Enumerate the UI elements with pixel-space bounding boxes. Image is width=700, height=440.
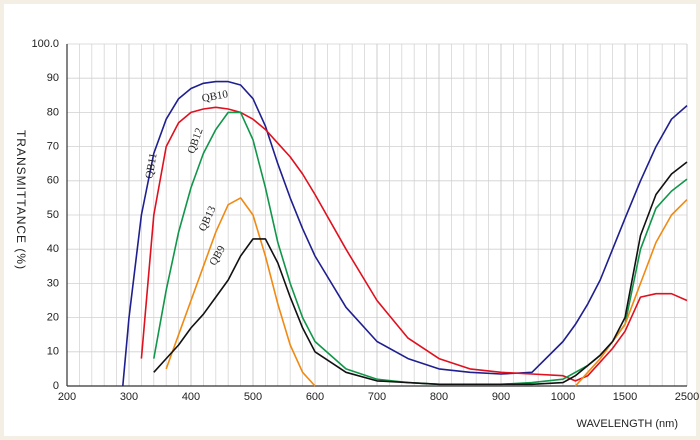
y-tick-label: 50 xyxy=(47,209,59,221)
y-tick-label: 20 xyxy=(47,312,59,324)
x-tick-label: 500 xyxy=(244,391,262,403)
y-tick-label: 30 xyxy=(47,277,59,289)
series-label: QB11 xyxy=(143,152,159,180)
x-tick-label: 200 xyxy=(58,391,76,403)
x-tick-label: 700 xyxy=(368,391,386,403)
series-line xyxy=(122,80,688,387)
series-label: QB10 xyxy=(201,88,229,104)
series-line xyxy=(165,197,688,387)
series-line xyxy=(140,106,688,382)
y-tick-label: 100.0 xyxy=(31,38,59,50)
y-tick-label: 40 xyxy=(47,243,59,255)
x-tick-label: 400 xyxy=(182,391,200,403)
x-tick-label: 1000 xyxy=(551,391,575,403)
y-tick-label: 70 xyxy=(47,141,59,153)
x-tick-label: 900 xyxy=(492,391,510,403)
y-tick-label: 60 xyxy=(47,175,59,187)
y-tick-label: 10 xyxy=(47,346,59,358)
x-tick-label: 2500 xyxy=(675,391,699,403)
y-tick-label: 0 xyxy=(53,380,59,392)
x-tick-label: 600 xyxy=(306,391,324,403)
x-tick-label: 800 xyxy=(430,391,448,403)
x-tick-label: 1500 xyxy=(613,391,637,403)
x-tick-label: 300 xyxy=(120,391,138,403)
series-line xyxy=(153,161,688,386)
chart-panel xyxy=(4,4,696,436)
x-axis-label: WAVELENGTH (nm) xyxy=(577,418,678,430)
y-tick-label: 90 xyxy=(47,72,59,84)
y-tick-label: 80 xyxy=(47,106,59,118)
y-axis-label: TRANSMITTANCE (%) xyxy=(14,130,28,270)
